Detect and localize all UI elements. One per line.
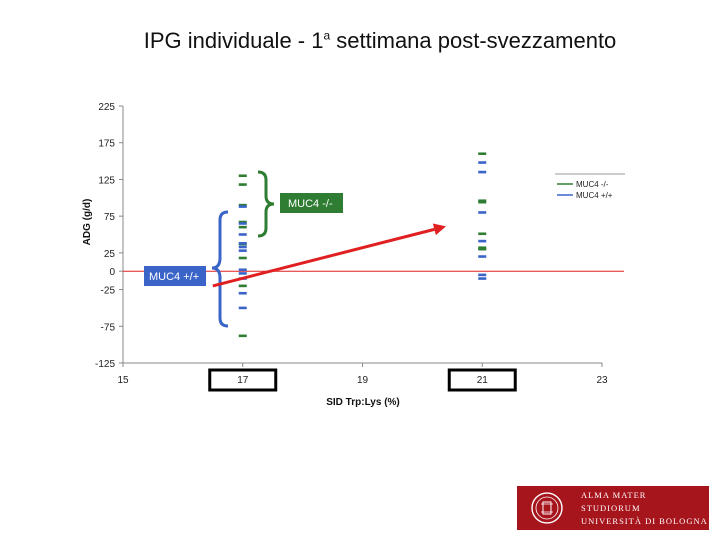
data-point-1-0: [238, 205, 247, 208]
chart-overlay: MUC4 -/- MUC4 +/+: [144, 170, 446, 328]
x-tick-label-1: 17: [237, 375, 249, 386]
data-point-1-6: [238, 268, 247, 272]
data-point-1-17: [478, 277, 487, 280]
x-tick-highlight-box-3: [447, 368, 517, 392]
y-tick-label-2: 125: [98, 175, 115, 186]
data-point-0-1: [238, 183, 247, 186]
legend-label-1: MUC4 +/+: [576, 191, 613, 200]
university-logo: ALMA MATER STUDIORUM UNIVERSITÀ DI BOLOG…: [517, 486, 709, 530]
y-tick-label-6: -25: [101, 286, 116, 297]
annotation-muc4-minus-bg: [280, 193, 343, 213]
data-point-1-3: [238, 242, 247, 245]
trend-arrow-line: [212, 227, 435, 288]
y-tick-label-1: 175: [98, 139, 115, 150]
chart-marks: [238, 152, 487, 338]
data-point-0-8: [238, 334, 247, 338]
data-point-1-16: [478, 273, 487, 277]
trend-arrow-head: [432, 223, 446, 236]
data-point-0-12: [478, 232, 487, 236]
data-point-0-0: [238, 174, 247, 178]
data-point-1-12: [478, 170, 487, 174]
brace-muc4-plus: [211, 210, 229, 328]
data-point-0-7: [238, 284, 247, 288]
data-point-1-13: [478, 211, 487, 214]
x-tick-label-4: 23: [596, 375, 608, 386]
seal-icon: [531, 492, 563, 524]
data-point-0-10: [478, 199, 487, 203]
annotation-muc4-plus-bg: [144, 266, 206, 286]
x-tick-label-2: 19: [357, 375, 369, 386]
data-point-1-1: [238, 222, 247, 225]
legend: MUC4 -/- MUC4 +/+: [555, 173, 625, 200]
data-point-1-10: [238, 306, 247, 310]
x-tick-label-3: 21: [477, 375, 489, 386]
data-point-0-9: [478, 152, 487, 156]
y-tick-label-7: -75: [101, 322, 116, 333]
data-point-0-3: [238, 220, 247, 224]
y-tick-label-3: 75: [104, 212, 116, 223]
data-point-0-13: [478, 246, 487, 250]
data-point-1-14: [478, 239, 487, 243]
data-point-1-11: [478, 161, 487, 164]
y-tick-label-8: -125: [95, 359, 115, 370]
x-axis-label: SID Trp:Lys (%): [326, 397, 400, 408]
x-tick-label-0: 15: [117, 375, 129, 386]
data-point-1-9: [238, 291, 247, 295]
annotation-muc4-minus: MUC4 -/-: [288, 198, 333, 210]
logo-line-2: UNIVERSITÀ DI BOLOGNA: [580, 515, 708, 526]
slide-title: IPG individuale - 1a settimana post-svez…: [143, 28, 617, 53]
data-point-1-2: [238, 233, 247, 236]
chart-axes: [122, 106, 624, 364]
logo-line-1: ALMA MATER STUDIORUM: [580, 489, 647, 513]
brace-muc4-minus: [257, 170, 275, 238]
data-point-0-11: [478, 200, 487, 204]
x-tick-highlight-box-1: [208, 368, 278, 392]
y-tick-label-4: 25: [104, 249, 116, 260]
data-point-0-6: [238, 256, 247, 260]
data-point-0-2: [238, 203, 247, 207]
data-point-1-7: [238, 272, 247, 275]
y-tick-label-0: 225: [98, 102, 115, 113]
y-axis-label: ADG (g/d): [82, 199, 93, 246]
data-point-0-14: [478, 247, 487, 251]
data-point-1-15: [478, 255, 487, 258]
legend-label-0: MUC4 -/-: [576, 180, 609, 189]
data-point-1-5: [238, 249, 247, 252]
data-point-1-4: [238, 245, 247, 249]
data-point-0-4: [238, 225, 247, 229]
y-tick-label-5: 0: [109, 267, 115, 278]
annotation-muc4-plus: MUC4 +/+: [149, 271, 199, 283]
